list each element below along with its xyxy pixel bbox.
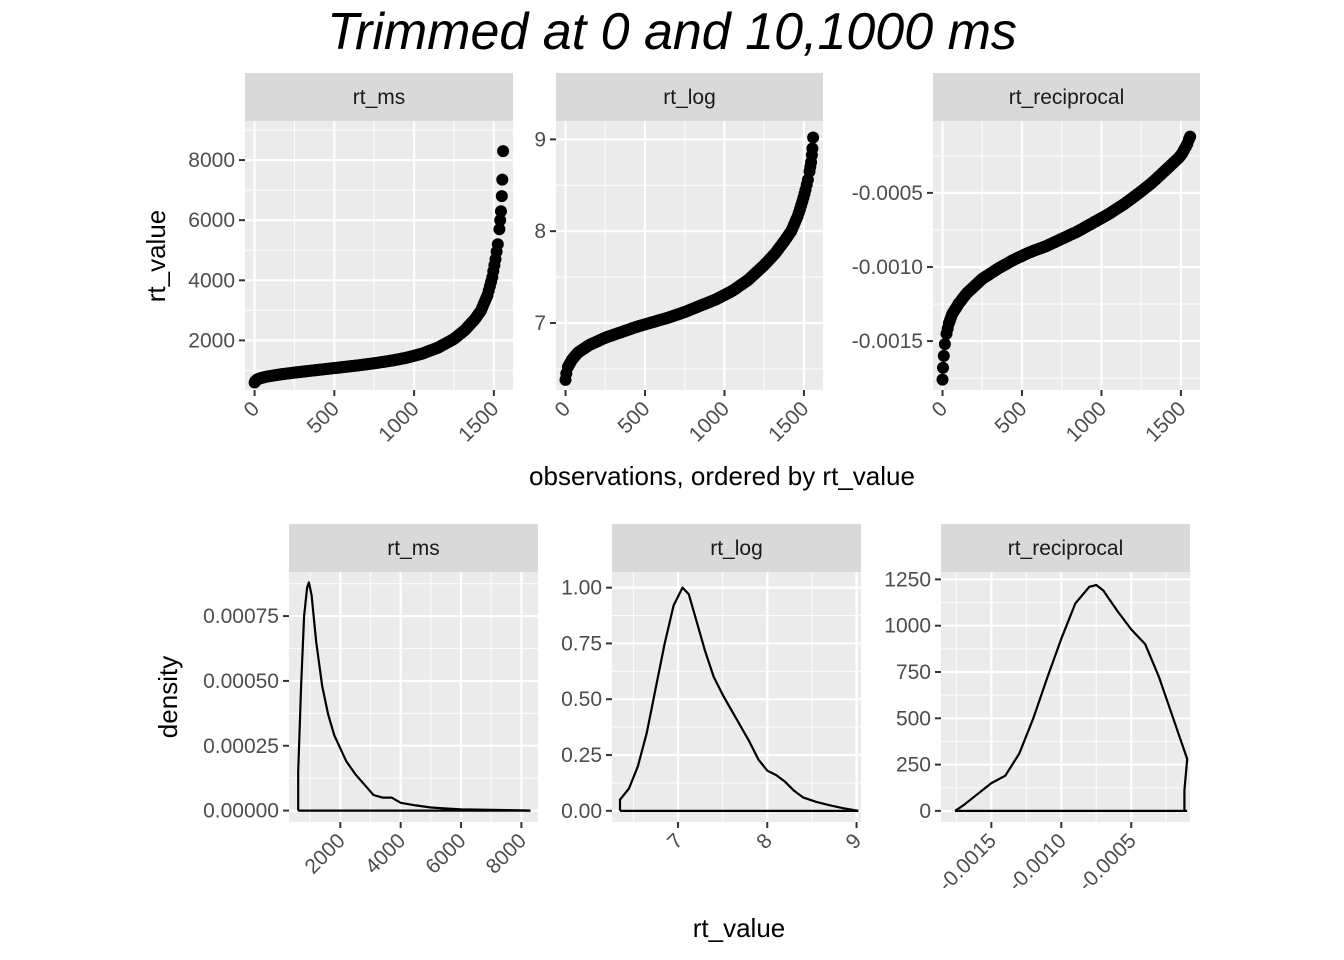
y-tick-label: 1000 (884, 615, 931, 638)
y-tick-label: 750 (896, 661, 931, 684)
facet-panel-rt_reciprocal-scatter: rt_reciprocal -0.0015 -0.0010 -0.0005 0 500 10… (852, 73, 1200, 447)
y-tick-label: 9 (534, 128, 546, 151)
data-point (1184, 130, 1197, 143)
top-y-axis-title: rt_value (141, 210, 171, 303)
y-tick-label: 2000 (188, 329, 235, 352)
x-tick-label: 8000 (482, 829, 531, 878)
y-tick-label: -0.0015 (852, 330, 923, 353)
facet-strip (245, 73, 513, 121)
y-tick-label: 1250 (884, 568, 931, 591)
ordered-observations-chart: rt_ms 2000 4000 6000 8000 0 500 1000 1500 rt_log 7… (188, 73, 1200, 447)
top-x-axis-title: observations, ordered by rt_value (529, 461, 915, 491)
data-point (495, 190, 508, 203)
data-point (493, 223, 506, 236)
panel-background (941, 572, 1190, 822)
facet-panel-rt_log-scatter: rt_log 7 8 9 0 500 1000 1500 (534, 73, 823, 447)
y-tick-label: 0 (919, 800, 931, 823)
y-tick-label: 0.50 (561, 688, 602, 711)
facet-panel-rt_ms-line: rt_ms 0.00000 0.00025 0.00050 0.00075 2000 400… (203, 524, 538, 879)
y-tick-label: 500 (896, 707, 931, 730)
facet-strip (933, 73, 1200, 121)
panel-background (612, 572, 861, 822)
x-tick-label: 7 (663, 829, 688, 854)
y-tick-label: 6000 (188, 209, 235, 232)
facet-strip (612, 524, 861, 572)
x-tick-label: 0 (928, 397, 953, 422)
x-tick-label: 2000 (301, 829, 350, 878)
data-point (938, 338, 951, 351)
facet-strip (556, 73, 823, 121)
x-tick-label: 500 (613, 397, 654, 438)
facet-strip-label: rt_ms (353, 86, 406, 109)
x-tick-label: 4000 (361, 829, 410, 878)
bottom-x-axis-title: rt_value (693, 913, 786, 943)
y-tick-label: 250 (896, 754, 931, 777)
x-tick-label: -0.0015 (934, 829, 1001, 896)
facet-strip-label: rt_reciprocal (1008, 537, 1124, 560)
x-tick-label: 1000 (685, 397, 734, 446)
x-tick-label: 500 (303, 397, 344, 438)
y-tick-label: 0.00 (561, 800, 602, 823)
x-tick-label: 1000 (1062, 397, 1111, 446)
facet-strip-label: rt_reciprocal (1009, 86, 1125, 109)
facet-strip-label: rt_log (663, 86, 716, 109)
data-point (494, 214, 507, 227)
x-tick-label: 8 (752, 829, 777, 854)
density-curve (618, 586, 859, 812)
data-point (807, 131, 820, 144)
y-tick-label: -0.0005 (852, 182, 923, 205)
y-tick-label: 0.00000 (203, 800, 279, 823)
bottom-y-axis-title: density (153, 656, 183, 738)
density-curve (954, 583, 1189, 812)
y-tick-label: 0.00025 (203, 735, 279, 758)
y-tick-label: -0.0010 (852, 256, 923, 279)
x-tick-label: 9 (842, 829, 867, 854)
data-point (496, 173, 509, 186)
y-tick-label: 8 (534, 220, 546, 243)
x-tick-label: 1500 (454, 397, 503, 446)
data-point (806, 142, 819, 155)
data-point (491, 238, 504, 251)
facet-panel-rt_ms-scatter: rt_ms 2000 4000 6000 8000 0 500 1000 1500 (188, 73, 513, 447)
density-curve (297, 581, 531, 812)
x-tick-label: 1500 (1141, 397, 1190, 446)
data-point (936, 373, 949, 386)
x-tick-label: -0.0010 (1004, 829, 1071, 896)
facet-strip-label: rt_ms (387, 537, 440, 560)
panel-background (933, 121, 1200, 390)
facet-strip-label: rt_log (710, 537, 763, 560)
panel-background (245, 121, 513, 390)
y-tick-label: 7 (534, 312, 546, 335)
y-tick-label: 0.75 (561, 632, 602, 655)
x-tick-label: -0.0005 (1074, 829, 1141, 896)
y-tick-label: 8000 (188, 149, 235, 172)
data-point (937, 349, 950, 362)
density-chart: rt_ms 0.00000 0.00025 0.00050 0.00075 2000 400… (203, 524, 1190, 896)
data-point (497, 145, 510, 158)
facet-strip (941, 524, 1190, 572)
panel-background (289, 572, 538, 822)
facet-strip (289, 524, 538, 572)
y-tick-label: 0.00075 (203, 605, 279, 628)
x-tick-label: 500 (990, 397, 1031, 438)
y-tick-label: 1.00 (561, 577, 602, 600)
x-tick-label: 0 (240, 397, 265, 422)
x-tick-label: 1000 (374, 397, 423, 446)
panel-background (556, 121, 823, 390)
x-tick-label: 0 (551, 397, 576, 422)
facet-panel-rt_log-line: rt_log 0.00 0.25 0.50 0.75 1.00 7 8 9 (561, 524, 866, 854)
y-tick-label: 0.00050 (203, 670, 279, 693)
y-tick-label: 4000 (188, 269, 235, 292)
y-tick-label: 0.25 (561, 744, 602, 767)
x-tick-label: 1500 (764, 397, 813, 446)
data-point (495, 205, 507, 218)
data-point (937, 361, 949, 374)
x-tick-label: 6000 (421, 829, 470, 878)
figure-title: Trimmed at 0 and 10,1000 ms (327, 3, 1017, 61)
